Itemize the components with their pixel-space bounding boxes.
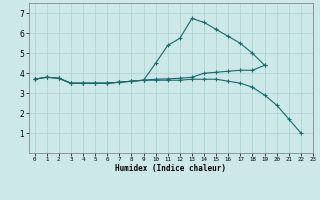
X-axis label: Humidex (Indice chaleur): Humidex (Indice chaleur): [115, 164, 226, 173]
